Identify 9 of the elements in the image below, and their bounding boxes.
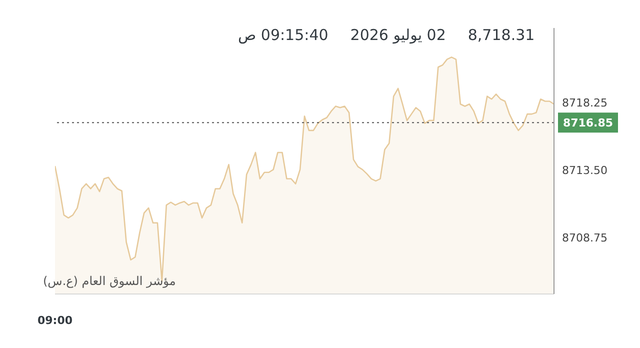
x-axis-title: مؤشر السوق العام (ع.س): [43, 274, 176, 288]
x-tick-label: 09:00: [37, 314, 73, 327]
y-tick-label: 8713.50: [562, 164, 608, 178]
annotation: 09:15:40 ص: [238, 26, 328, 44]
chart-subtitle: 02 يوليو 2026: [350, 26, 446, 44]
y-tick-label: 8718.25: [562, 96, 608, 110]
y-tick-label: 8708.75: [562, 232, 608, 245]
ref-line-label: 8716.85: [562, 116, 614, 130]
chart-title: 8,718.31: [468, 26, 535, 44]
